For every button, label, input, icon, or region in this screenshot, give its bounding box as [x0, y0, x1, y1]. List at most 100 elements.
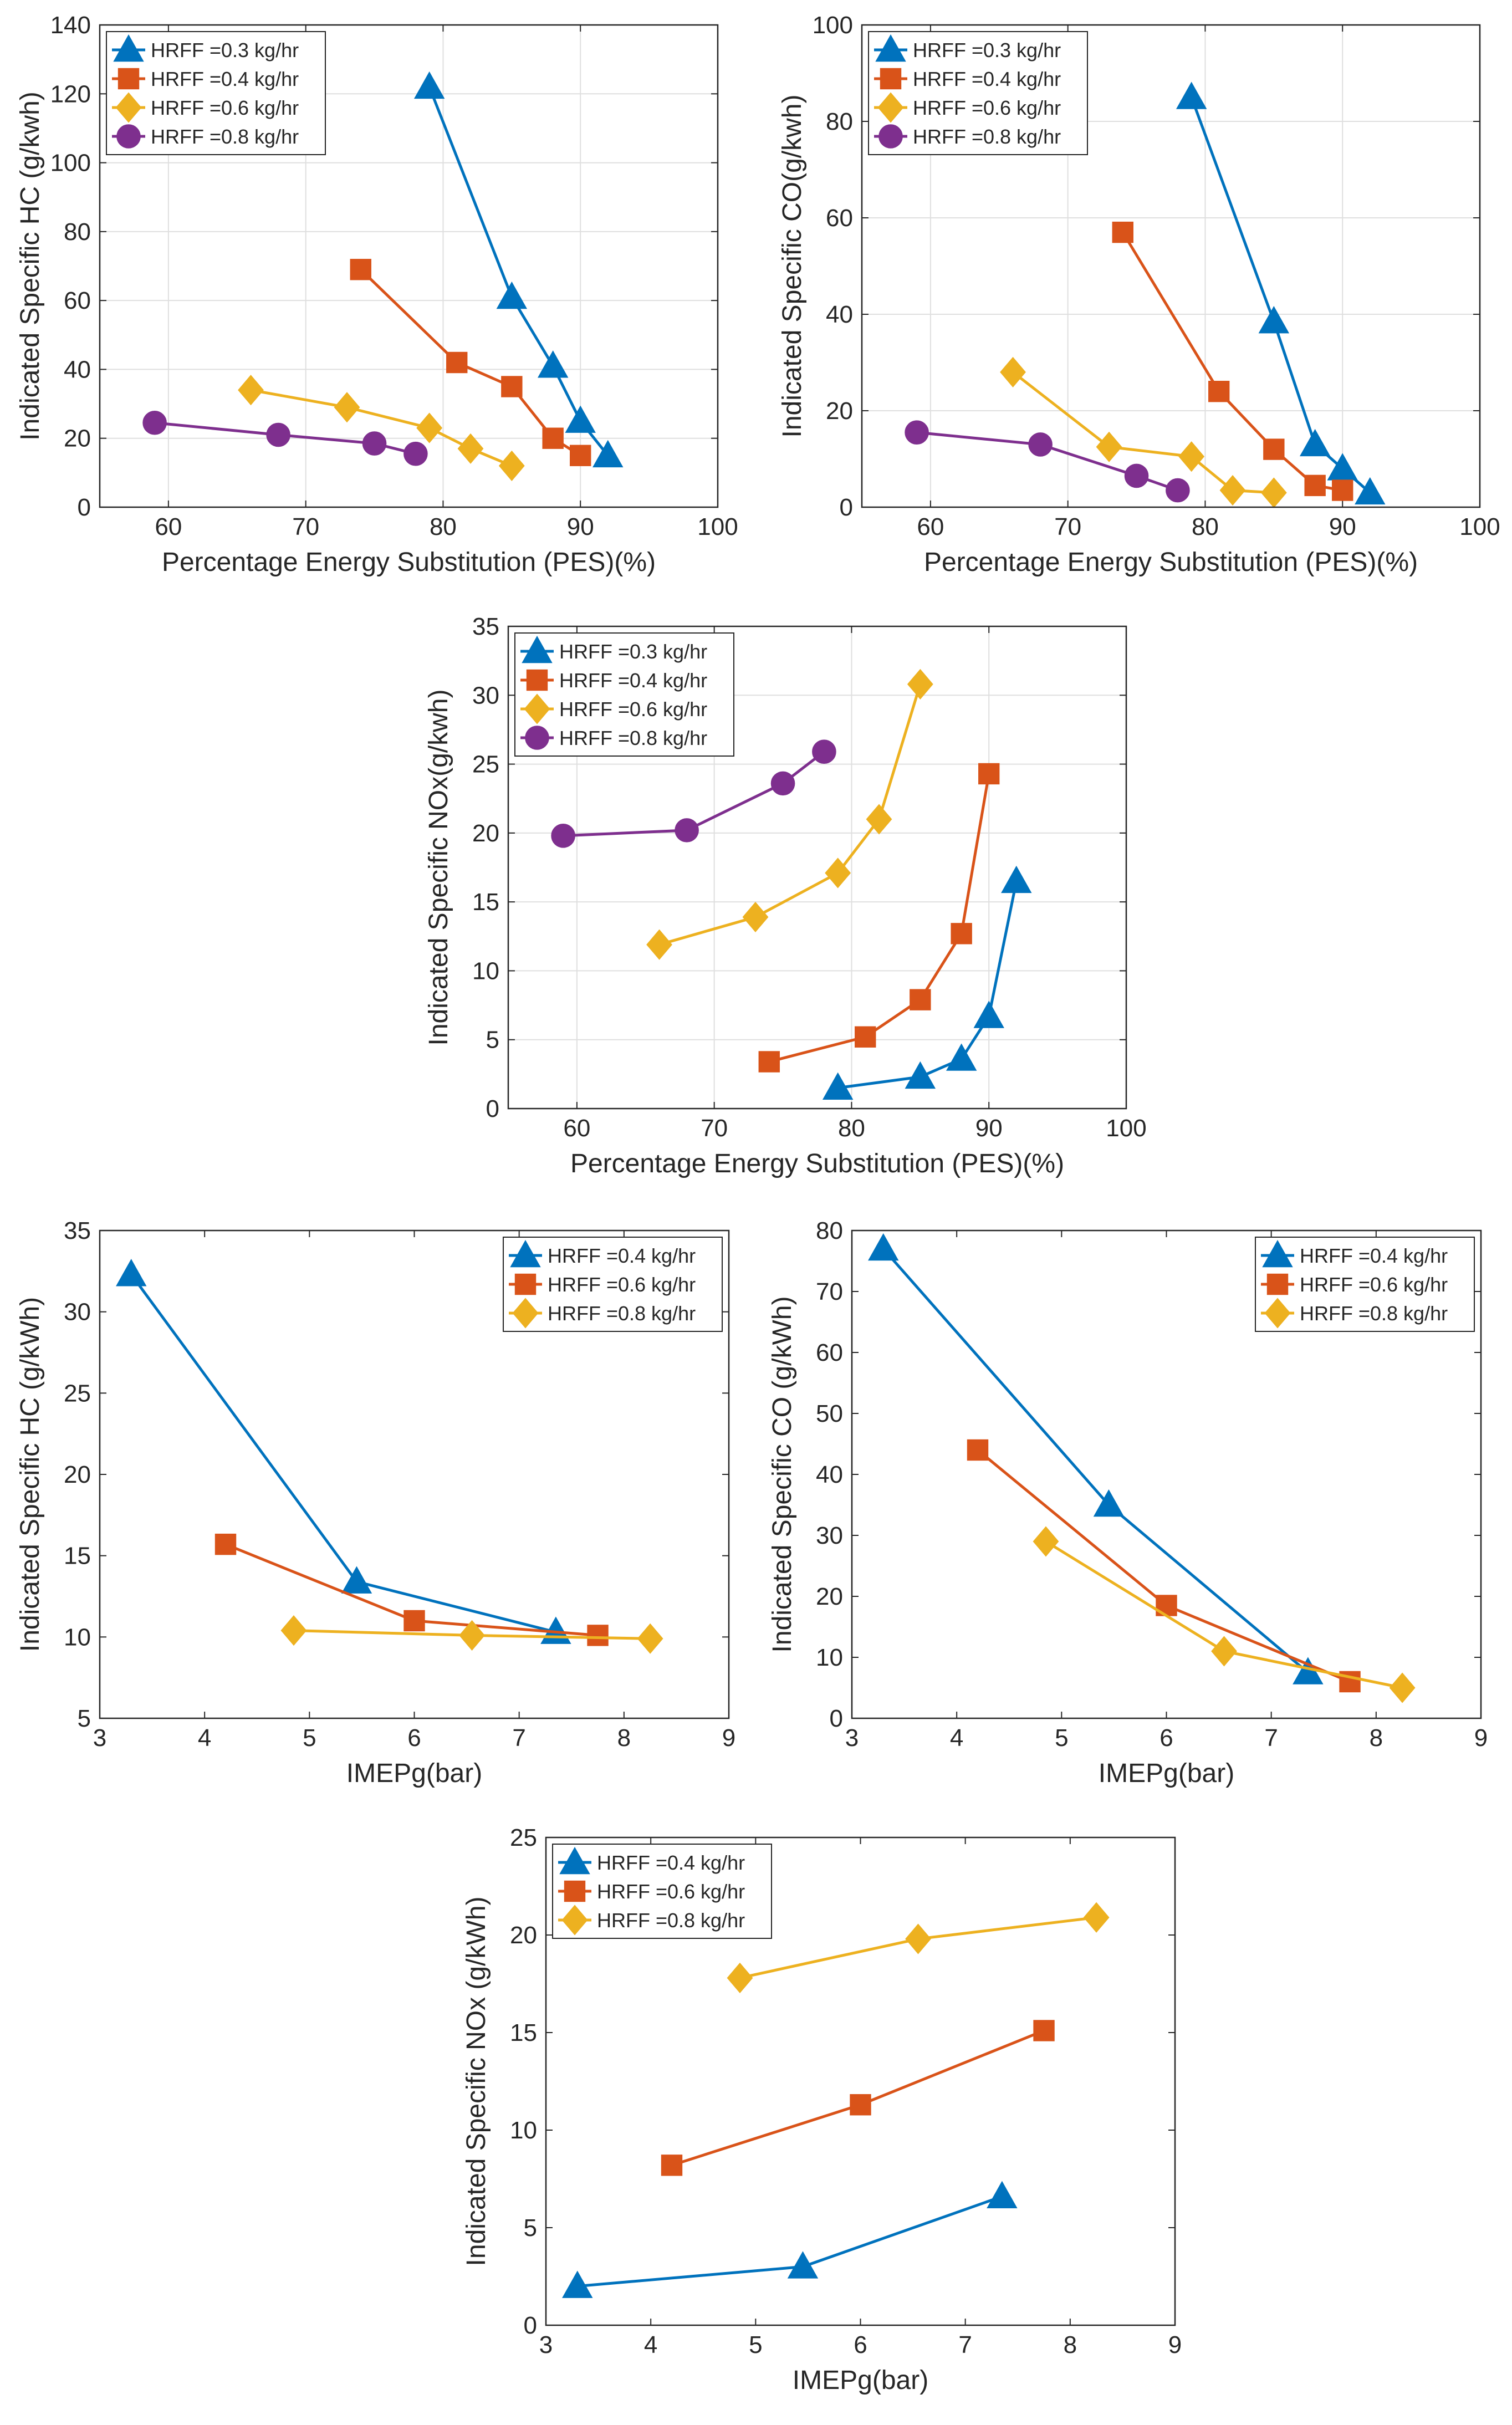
- data-point-triangle: [565, 405, 596, 433]
- series-2: [214, 1533, 609, 1646]
- data-point-triangle: [822, 1072, 854, 1100]
- legend-marker-circle: [116, 124, 141, 149]
- y-tick-label: 80: [816, 1217, 843, 1244]
- data-point-diamond: [1096, 431, 1122, 462]
- y-tick-label: 80: [826, 108, 853, 135]
- data-point-triangle: [1176, 81, 1207, 109]
- data-point-triangle: [116, 1259, 147, 1286]
- legend-entry: HRFF =0.6 kg/hr: [509, 1273, 696, 1296]
- legend-label: HRFF =0.4 kg/hr: [913, 68, 1061, 90]
- y-axis-label: Indicated Specific HC (g/kwh): [16, 91, 45, 441]
- data-point-square: [1208, 381, 1230, 402]
- x-tick-label: 80: [838, 1115, 865, 1142]
- data-point-triangle: [413, 71, 445, 99]
- y-tick-label: 20: [64, 425, 91, 452]
- data-point-circle: [1124, 463, 1149, 488]
- legend-entry: HRFF =0.4 kg/hr: [520, 669, 707, 692]
- y-tick-label: 40: [816, 1461, 843, 1488]
- y-axis-label: Indicated Specific NOx (g/kWh): [462, 1897, 491, 2266]
- data-point-square: [978, 763, 1000, 785]
- data-point-square: [1332, 479, 1353, 501]
- legend-entry: HRFF =0.4 kg/hr: [558, 1846, 745, 1875]
- y-tick-label: 20: [510, 1922, 537, 1949]
- chart-hc-vs-imep: 3 4 5 6 7 8 9 5 10 15 20 25 30 35 IMEPg(bar) Indicated …: [16, 1217, 735, 1788]
- legend-label: HRFF =0.4 kg/hr: [548, 1244, 696, 1267]
- series-4: [905, 420, 1190, 503]
- legend-label: HRFF =0.8 kg/hr: [151, 125, 299, 148]
- data-point-circle: [551, 824, 575, 848]
- series-1: [562, 2181, 1018, 2298]
- legend-marker-circle: [525, 726, 549, 750]
- legend-marker-triangle: [522, 635, 553, 663]
- chart-hc-vs-pes: 60 70 80 90 100 0 20 40 60 80 100 120 140 Percentage …: [16, 12, 738, 577]
- legend-entry: HRFF =0.8 kg/hr: [520, 726, 707, 750]
- data-point-square: [542, 427, 564, 449]
- data-point-diamond: [1083, 1902, 1110, 1933]
- y-tick-label: 0: [486, 1095, 499, 1122]
- x-tick-label: 5: [1055, 1724, 1068, 1752]
- data-point-triangle: [987, 2181, 1018, 2208]
- x-tick-label: 8: [1064, 2331, 1077, 2358]
- data-point-diamond: [280, 1615, 307, 1646]
- data-point-diamond: [727, 1962, 753, 1993]
- data-point-triangle: [341, 1566, 372, 1594]
- legend-entry: HRFF =0.4 kg/hr: [112, 68, 299, 90]
- data-point-triangle: [1001, 865, 1032, 894]
- data-point-square: [214, 1533, 237, 1555]
- legend-label: HRFF =0.6 kg/hr: [559, 698, 707, 721]
- y-tick-label: 70: [816, 1278, 843, 1305]
- data-point-diamond: [459, 1620, 485, 1651]
- data-point-square: [501, 376, 523, 397]
- legend-entry: HRFF =0.8 kg/hr: [558, 1905, 745, 1936]
- data-point-diamond: [1000, 356, 1026, 387]
- legend-label: HRFF =0.3 kg/hr: [913, 39, 1061, 62]
- axes-frame: [545, 1836, 1176, 2326]
- data-point-square: [967, 1439, 989, 1461]
- legend: HRFF =0.4 kg/hr HRFF =0.6 kg/hr HRFF =0.8 …: [552, 1844, 772, 1939]
- x-tick-label: 8: [617, 1724, 631, 1752]
- data-point-square: [910, 989, 931, 1010]
- series-1: [413, 71, 624, 468]
- y-tick-label: 30: [64, 1299, 91, 1326]
- y-tick-label: 5: [78, 1705, 91, 1732]
- legend: HRFF =0.3 kg/hr HRFF =0.4 kg/hr HRFF =0.6 …: [106, 31, 326, 155]
- axes-frame: [851, 1229, 1482, 1719]
- y-tick-label: 25: [472, 751, 499, 778]
- y-tick-label: 5: [524, 2214, 537, 2242]
- legend-entry: HRFF =0.6 kg/hr: [1261, 1273, 1448, 1296]
- x-tick-label: 3: [539, 2331, 553, 2358]
- legend: HRFF =0.4 kg/hr HRFF =0.6 kg/hr HRFF =0.8 …: [503, 1237, 723, 1332]
- legend-marker-square: [118, 68, 140, 90]
- x-axis-label: Percentage Energy Substitution (PES)(%): [162, 548, 656, 577]
- series-1: [822, 865, 1032, 1100]
- y-tick-label: 0: [840, 494, 853, 521]
- y-tick-label: 30: [816, 1522, 843, 1549]
- y-tick-label: 10: [816, 1644, 843, 1671]
- series-2: [350, 259, 591, 466]
- data-point-diamond: [457, 433, 484, 464]
- x-tick-label: 60: [917, 513, 944, 540]
- legend-marker-square: [880, 68, 902, 90]
- x-tick-label: 7: [1264, 1724, 1278, 1752]
- data-point-triangle: [1299, 428, 1331, 457]
- legend-entry: HRFF =0.4 kg/hr: [509, 1239, 696, 1268]
- legend-label: HRFF =0.6 kg/hr: [151, 96, 299, 119]
- legend-label: HRFF =0.6 kg/hr: [913, 96, 1061, 119]
- data-point-circle: [142, 410, 167, 435]
- legend: HRFF =0.3 kg/hr HRFF =0.4 kg/hr HRFF =0.6 …: [514, 632, 734, 757]
- legend-marker-diamond: [524, 693, 550, 724]
- y-tick-label: 10: [64, 1624, 91, 1651]
- x-tick-label: 5: [303, 1724, 316, 1752]
- data-point-circle: [675, 818, 699, 843]
- y-tick-label: 140: [50, 12, 91, 39]
- data-point-square: [1263, 438, 1285, 460]
- y-tick-label: 0: [830, 1705, 843, 1732]
- legend-entry: HRFF =0.6 kg/hr: [558, 1880, 745, 1903]
- y-tick-label: 25: [510, 1824, 537, 1851]
- x-tick-label: 4: [644, 2331, 657, 2358]
- data-point-circle: [770, 771, 795, 796]
- data-point-square: [1033, 2020, 1055, 2041]
- chart-co-vs-pes: 60 70 80 90 100 0 20 40 60 80 100 Percentage Energy…: [778, 12, 1500, 577]
- data-point-circle: [403, 441, 428, 466]
